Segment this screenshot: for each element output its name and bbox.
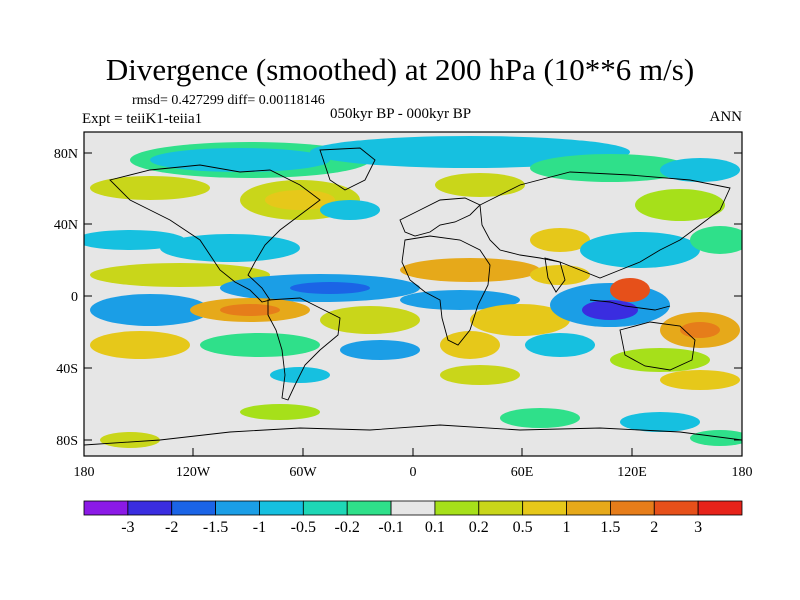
colorbar-label: -1 (252, 519, 267, 536)
colorbar-swatch (697, 500, 743, 516)
colorbar-label: 1 (562, 519, 571, 536)
period-label: 050kyr BP - 000kyr BP (330, 106, 472, 122)
colorbar-swatch (610, 500, 655, 516)
colorbar-label: -0.5 (290, 519, 316, 536)
colorbar (83, 500, 743, 516)
colorbar-label: 2 (650, 519, 659, 536)
colorbar-swatch (83, 500, 129, 516)
colorbar-swatch (653, 500, 699, 516)
season-label: ANN (709, 109, 743, 125)
colorbar-label: 1.5 (600, 519, 621, 536)
x-tick-label: 180 (74, 465, 95, 480)
colorbar-swatch (171, 500, 217, 516)
coastlines (84, 147, 742, 446)
colorbar-swatch (302, 500, 348, 516)
stats-text: rmsd= 0.427299 diff= 0.00118146 (132, 93, 325, 108)
colorbar-swatch (434, 500, 480, 516)
colorbar-swatch (259, 500, 304, 516)
x-tick-label: 60E (511, 465, 534, 480)
map-title: Divergence (smoothed) at 200 hPa (10**6 … (105, 52, 695, 87)
colorbar-label: -3 (121, 519, 135, 536)
colorbar-swatch (522, 500, 567, 516)
colorbar-swatch (390, 500, 436, 516)
colorbar-label: -1.5 (202, 519, 229, 536)
y-tick-label: 0 (71, 290, 78, 305)
x-tick-labels: 180 120W 60W 0 60E 120E 180 (74, 465, 753, 480)
colorbar-swatch (566, 500, 611, 516)
x-tick-label: 120E (617, 465, 647, 480)
y-tick-label: 80S (56, 434, 78, 449)
colorbar-swatch (478, 500, 524, 516)
y-tick-label: 40N (54, 218, 78, 233)
colorbar-label: 0.2 (468, 519, 489, 536)
colorbar-label: 0.5 (512, 519, 533, 536)
colorbar-label: -0.2 (334, 519, 360, 536)
experiment-label: Expt = teiiK1-teiia1 (82, 111, 203, 127)
y-tick-label: 80N (54, 147, 78, 162)
divergence-field (84, 132, 742, 456)
y-tick-label: 40S (56, 362, 78, 377)
y-tick-labels: 80N 40N 0 40S 80S (54, 147, 78, 449)
x-tick-label: 60W (289, 465, 317, 480)
colorbar-label: -2 (165, 519, 179, 536)
x-tick-label: 0 (410, 465, 417, 480)
x-tick-label: 180 (732, 465, 753, 480)
colorbar-label: 0.1 (424, 519, 445, 536)
colorbar-swatch (346, 500, 392, 516)
colorbar-swatch (215, 500, 260, 516)
x-tick-label: 120W (176, 465, 211, 480)
y-ticks (84, 152, 742, 456)
colorbar-label: -0.1 (378, 519, 404, 536)
colorbar-swatch (127, 500, 173, 516)
colorbar-label: 3 (694, 519, 703, 536)
